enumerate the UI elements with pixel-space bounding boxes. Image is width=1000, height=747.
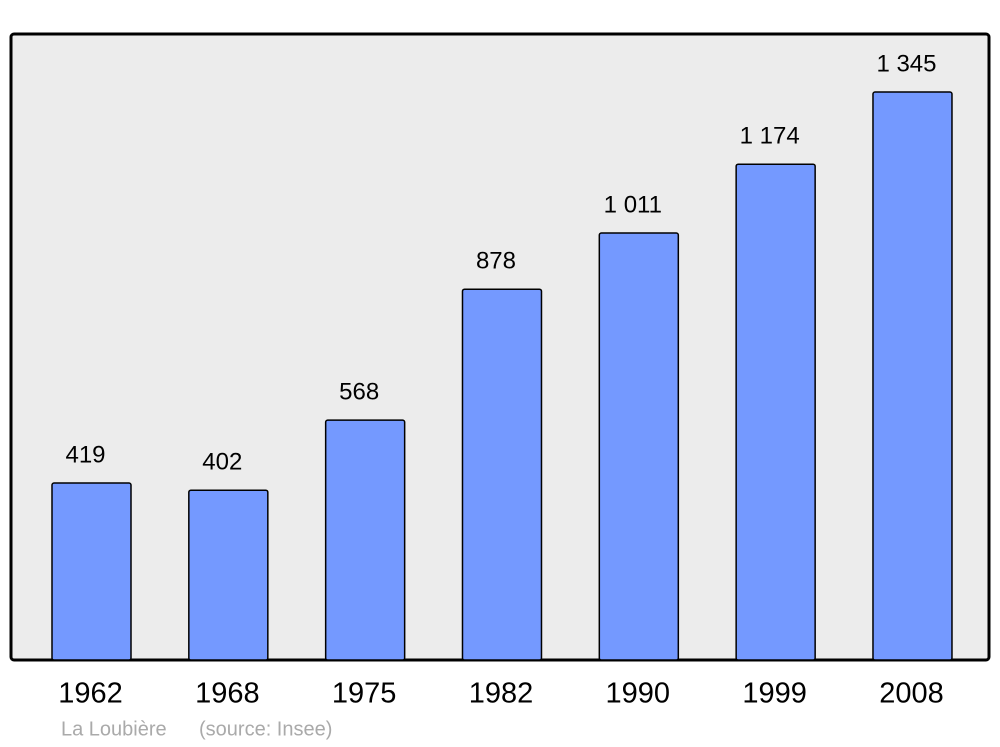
value-label: 568 (339, 378, 379, 405)
source: (source: Insee) (199, 718, 332, 740)
bar (735, 163, 816, 661)
x-tick-label: 1999 (742, 678, 807, 710)
value-label: 1 174 (740, 123, 800, 150)
footnote: La Loubière (61, 718, 167, 740)
bar (324, 419, 406, 661)
value-label: 1 011 (604, 191, 662, 218)
x-tick-label: 1990 (606, 678, 671, 710)
x-tick-label: 1962 (58, 678, 123, 710)
bar (461, 288, 543, 661)
bar (598, 232, 680, 661)
bar (872, 91, 953, 661)
x-tick-label: 2008 (879, 678, 944, 710)
value-label: 402 (202, 449, 242, 476)
bar (51, 482, 132, 661)
x-tick-label: 1968 (195, 678, 260, 710)
bar (188, 489, 269, 661)
value-label: 419 (65, 441, 105, 468)
x-tick-label: 1982 (469, 678, 534, 710)
x-tick-label: 1975 (332, 678, 397, 710)
value-label: 878 (476, 248, 516, 275)
value-label: 1 345 (876, 50, 936, 77)
